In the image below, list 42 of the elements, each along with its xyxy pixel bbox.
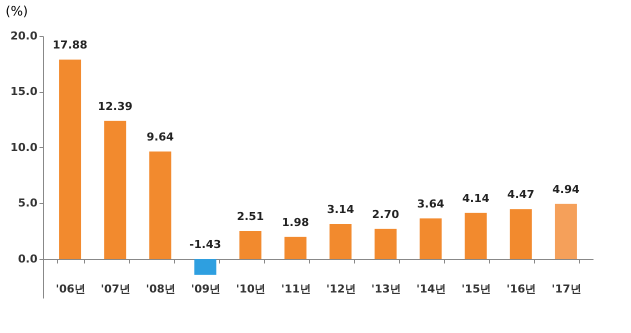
data-label: 4.14: [462, 192, 490, 205]
data-label: 17.88: [52, 38, 88, 52]
data-label: 3.64: [417, 197, 445, 210]
bar: [330, 224, 352, 259]
bar: [374, 228, 397, 259]
bar: [554, 204, 577, 259]
x-tick-label: '09년: [190, 282, 221, 296]
x-tick-label: '07년: [100, 282, 130, 296]
x-tick-label: '13년: [371, 282, 401, 296]
x-tick-label: '15년: [461, 282, 492, 296]
y-tick-label: 20.0: [10, 30, 38, 42]
bar: [59, 60, 82, 259]
data-label: 3.14: [326, 202, 354, 216]
bar: [194, 258, 216, 275]
bar: [284, 236, 306, 259]
data-label: 9.64: [146, 130, 174, 144]
data-label: 2.51: [236, 210, 264, 223]
x-tick-label: '10년: [236, 282, 266, 296]
data-label: 4.47: [507, 188, 534, 202]
data-label: 4.94: [552, 182, 580, 196]
x-tick-label: '17년: [552, 282, 582, 296]
y-tick-label: 0.0: [18, 252, 38, 266]
x-tick-label: '11년: [281, 282, 311, 296]
data-label: 1.98: [282, 216, 310, 229]
x-tick-label: '14년: [416, 282, 446, 296]
bar: [464, 212, 487, 259]
y-tick-label: 15.0: [10, 85, 38, 98]
bar: [104, 120, 126, 259]
y-axis-title: (%): [6, 4, 28, 20]
x-tick-label: '16년: [506, 282, 536, 296]
bar: [510, 209, 532, 259]
data-label: 2.70: [372, 208, 400, 221]
data-label: 12.39: [98, 100, 133, 113]
y-tick-label: 5.0: [18, 196, 38, 210]
x-tick-label: '12년: [326, 282, 356, 296]
data-label: -1.43: [189, 238, 222, 251]
y-tick-label: 10.0: [10, 140, 38, 154]
bar: [149, 152, 172, 259]
x-tick-label: '08년: [146, 282, 176, 296]
bar: [239, 230, 262, 259]
bar: [420, 218, 442, 259]
x-tick-label: '06년: [56, 282, 86, 296]
